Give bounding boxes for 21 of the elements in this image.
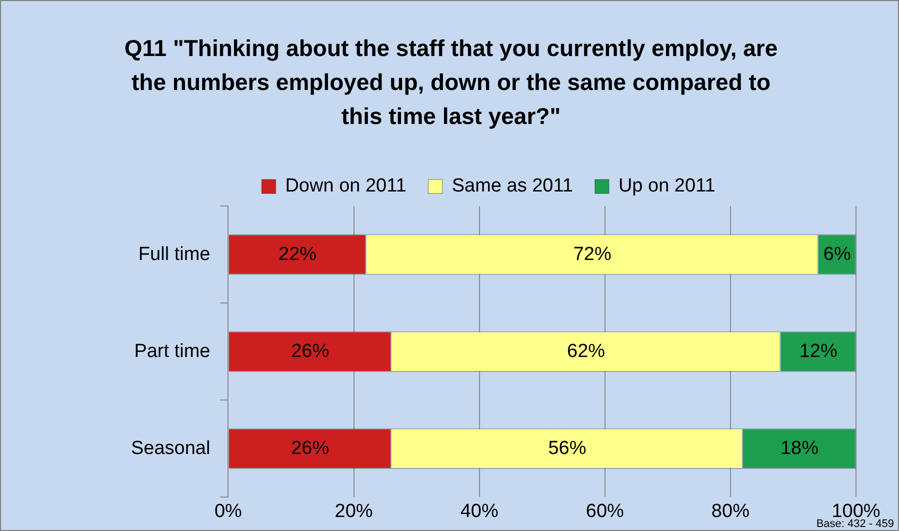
chart-title: Q11 "Thinking about the staff that you currently employ, are the numbers employed up, down or the same compared to this time last year?"	[123, 34, 779, 131]
x-tick-label: 60%	[586, 500, 624, 522]
legend-label: Same as 2011	[452, 176, 573, 197]
legend-label: Up on 2011	[618, 176, 716, 197]
x-tick-label: 0%	[214, 500, 242, 522]
data-label: 22%	[278, 244, 317, 265]
y-tick-label: Part time	[134, 340, 210, 362]
y-tick-label: Seasonal	[130, 438, 210, 459]
data-label: 12%	[799, 340, 838, 362]
data-label: 6%	[823, 244, 851, 265]
x-tick-label: 20%	[334, 500, 373, 522]
data-label: 62%	[567, 340, 606, 362]
x-tick-label: 80%	[711, 500, 750, 522]
x-tick-label: 40%	[460, 500, 498, 522]
data-label: 72%	[573, 244, 612, 265]
legend-label: Down on 2011	[285, 176, 406, 197]
data-label: 18%	[780, 438, 819, 459]
data-label: 26%	[291, 340, 330, 362]
data-label: 26%	[291, 438, 330, 459]
y-tick-label: Full time	[138, 244, 210, 265]
data-label: 56%	[548, 438, 586, 459]
